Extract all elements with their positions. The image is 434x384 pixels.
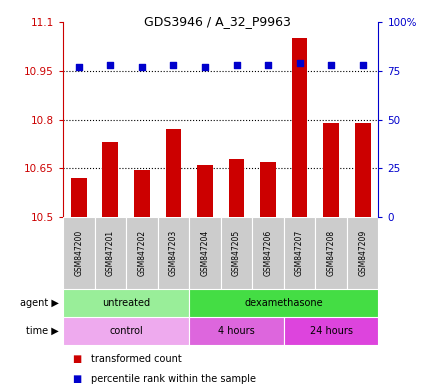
Bar xyxy=(354,123,370,217)
Text: time ▶: time ▶ xyxy=(26,326,59,336)
Point xyxy=(233,62,240,68)
Bar xyxy=(63,289,189,317)
Bar xyxy=(63,217,95,289)
Bar xyxy=(260,162,275,217)
Text: GSM847202: GSM847202 xyxy=(137,230,146,276)
Text: percentile rank within the sample: percentile rank within the sample xyxy=(91,374,256,384)
Bar xyxy=(189,289,378,317)
Text: ■: ■ xyxy=(72,374,81,384)
Text: GSM847205: GSM847205 xyxy=(231,230,240,276)
Text: 4 hours: 4 hours xyxy=(218,326,254,336)
Bar xyxy=(346,217,378,289)
Text: GSM847208: GSM847208 xyxy=(326,230,335,276)
Text: GSM847201: GSM847201 xyxy=(105,230,115,276)
Text: GSM847200: GSM847200 xyxy=(74,230,83,276)
Point xyxy=(358,62,365,68)
Bar xyxy=(157,217,189,289)
Bar xyxy=(252,217,283,289)
Point xyxy=(296,60,302,66)
Bar xyxy=(63,317,189,345)
Bar xyxy=(102,142,118,217)
Bar xyxy=(283,317,378,345)
Bar xyxy=(189,317,283,345)
Text: GSM847206: GSM847206 xyxy=(263,230,272,276)
Bar xyxy=(134,170,149,217)
Bar xyxy=(283,217,315,289)
Text: untreated: untreated xyxy=(102,298,150,308)
Bar xyxy=(126,217,157,289)
Text: GDS3946 / A_32_P9963: GDS3946 / A_32_P9963 xyxy=(144,15,290,28)
Text: 24 hours: 24 hours xyxy=(309,326,352,336)
Bar xyxy=(197,165,212,217)
Text: ■: ■ xyxy=(72,354,81,364)
Point xyxy=(327,62,334,68)
Text: agent ▶: agent ▶ xyxy=(20,298,59,308)
Point xyxy=(170,62,177,68)
Text: transformed count: transformed count xyxy=(91,354,182,364)
Bar xyxy=(220,217,252,289)
Point xyxy=(264,62,271,68)
Text: dexamethasone: dexamethasone xyxy=(244,298,322,308)
Bar xyxy=(228,159,244,217)
Text: GSM847204: GSM847204 xyxy=(200,230,209,276)
Bar xyxy=(291,38,307,217)
Text: GSM847203: GSM847203 xyxy=(168,230,178,276)
Point xyxy=(75,64,82,70)
Text: control: control xyxy=(109,326,143,336)
Bar xyxy=(95,217,126,289)
Bar xyxy=(322,123,338,217)
Bar xyxy=(315,217,346,289)
Bar xyxy=(165,129,181,217)
Point xyxy=(138,64,145,70)
Bar xyxy=(189,217,220,289)
Text: GSM847209: GSM847209 xyxy=(357,230,366,276)
Point xyxy=(201,64,208,70)
Text: GSM847207: GSM847207 xyxy=(294,230,303,276)
Bar xyxy=(71,178,86,217)
Point xyxy=(107,62,114,68)
